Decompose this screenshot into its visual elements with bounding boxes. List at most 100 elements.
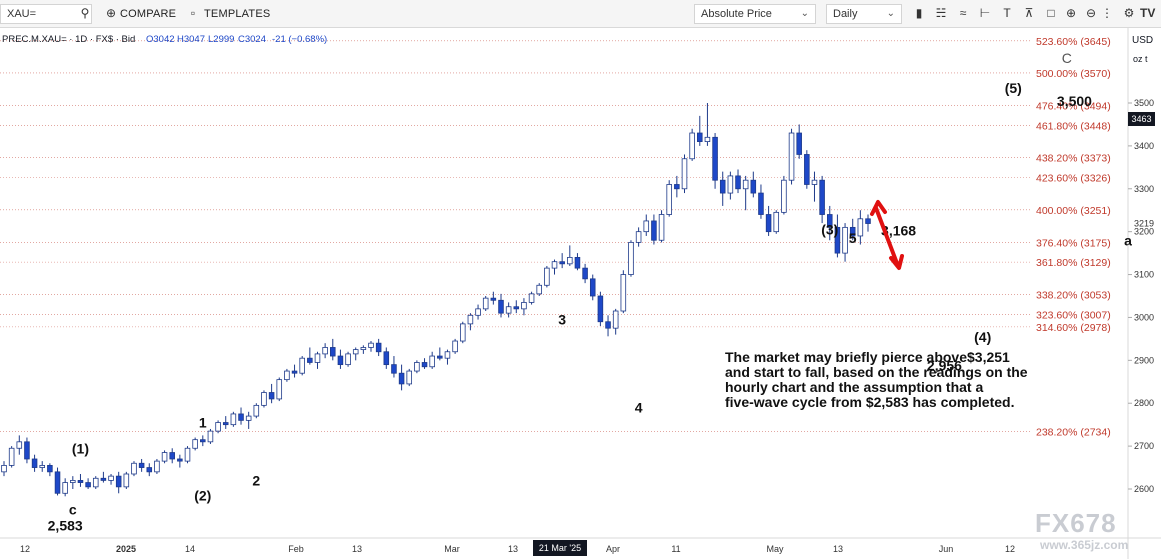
candle-body <box>200 439 206 443</box>
zoom-out-icon[interactable]: ⊖ <box>1085 6 1097 20</box>
note-line: hourly chart and the assumption that a <box>725 379 983 395</box>
wave-label: (4) <box>974 329 991 345</box>
candle-body <box>54 471 61 494</box>
fib-level-label: 523.60% (3645) <box>1036 36 1111 48</box>
fib-level-label: 376.40% (3175) <box>1036 237 1111 249</box>
candle-body <box>643 220 650 233</box>
candles-icon[interactable]: ▮ <box>915 6 923 20</box>
wave-label: C <box>1062 50 1072 66</box>
candle-body <box>719 179 726 194</box>
candle-body <box>330 347 336 357</box>
legend-change: -21 (−0.68%) <box>272 34 327 45</box>
candle-body <box>16 441 23 449</box>
candle-body <box>773 211 780 233</box>
candle-body <box>337 355 344 366</box>
candle-body <box>544 267 550 286</box>
templates-icon[interactable]: ▫ <box>190 6 196 20</box>
legend-low: L2999 <box>208 34 234 45</box>
x-tick-label: 12 <box>20 544 30 554</box>
candle-body <box>521 302 527 310</box>
chevron-down-icon: ⌄ <box>800 8 809 19</box>
wave-label: c <box>69 501 77 517</box>
candle-body <box>704 136 711 143</box>
more-icon[interactable]: ⋮ <box>1101 6 1113 20</box>
candle-body <box>559 261 565 265</box>
candle-body <box>92 477 99 488</box>
candle-body <box>24 441 30 460</box>
candle-body <box>307 357 313 363</box>
fib-level-label: 423.60% (3326) <box>1036 173 1111 185</box>
candle-body <box>834 226 841 254</box>
fib-level-label: 323.60% (3007) <box>1036 309 1111 321</box>
legend-open: O3042 <box>146 34 175 45</box>
gear-icon[interactable]: ⚙ <box>1123 6 1135 20</box>
candle-body <box>826 214 833 228</box>
candle-body <box>505 306 512 314</box>
chevron-down-icon: ⌄ <box>886 8 895 19</box>
x-tick-label: 12 <box>1005 544 1015 554</box>
candle-body <box>849 226 856 237</box>
x-tick-label: Apr <box>606 544 620 554</box>
forecast-arrow <box>870 200 904 270</box>
fib-level-label: 338.20% (3053) <box>1036 290 1111 302</box>
note-text: The market may briefly pierce above$3,25… <box>725 349 1028 410</box>
candle-body <box>765 214 772 233</box>
candle-body <box>727 175 734 194</box>
wave-label: (2) <box>194 488 211 504</box>
wave-label: 2,583 <box>48 517 83 533</box>
candle-body <box>154 460 160 473</box>
scale-mode-value: Absolute Price <box>701 8 772 20</box>
candle-body <box>589 278 596 297</box>
x-tick-label: 13 <box>833 544 843 554</box>
candle-body <box>177 458 183 462</box>
wave-label: 2,956 <box>927 357 962 373</box>
text-tool-icon[interactable]: T <box>1003 6 1011 20</box>
candle-body <box>742 179 749 190</box>
candle-body <box>628 241 634 275</box>
candle-body <box>215 422 221 432</box>
candle-body <box>551 261 558 269</box>
symbol-input[interactable]: XAU= <box>0 4 92 24</box>
bars-icon[interactable]: ☵ <box>935 6 947 20</box>
candle-body <box>131 462 137 475</box>
candle-body <box>635 231 642 243</box>
candle-body <box>498 299 504 314</box>
candle-body <box>666 184 672 215</box>
unit-select[interactable]: oz t <box>1133 54 1148 64</box>
candle-body <box>299 357 305 374</box>
templates-button[interactable]: TEMPLATES <box>204 8 271 20</box>
x-tick-label: May <box>766 544 784 554</box>
interval-select[interactable]: Daily ⌄ <box>826 4 902 24</box>
y-tick-label: 2600 <box>1134 484 1154 494</box>
candle-body <box>582 267 588 280</box>
candle-body <box>735 175 741 190</box>
crosshair-date-tag: 21 Mar '25 <box>533 540 587 556</box>
wave-label: 4 <box>635 400 643 416</box>
scale-mode-select[interactable]: Absolute Price ⌄ <box>694 4 816 24</box>
legend-high: H3047 <box>177 34 205 45</box>
price-chart[interactable]: 523.60% (3645) 500.00% (3570) 476.40% (349… <box>0 28 1161 559</box>
candle-body <box>574 256 581 269</box>
currency-select[interactable]: USD <box>1132 35 1153 46</box>
candle-body <box>62 482 68 494</box>
search-icon[interactable]: ⚲ <box>80 6 90 20</box>
candle-body <box>750 179 757 194</box>
shape-tool-icon[interactable]: □ <box>1047 6 1055 20</box>
crosshair-icon[interactable]: ⊢ <box>979 6 991 20</box>
candle-body <box>222 422 229 426</box>
compare-button[interactable]: COMPARE <box>120 8 177 20</box>
fib-tool-icon[interactable]: ⊼ <box>1024 6 1034 20</box>
wave-label: 3,500 <box>1057 93 1092 109</box>
candle-body <box>490 297 497 301</box>
indicator-icon[interactable]: ≈ <box>959 6 967 20</box>
candle-body <box>138 462 145 468</box>
compare-icon[interactable]: ⊕ <box>105 6 117 20</box>
candle-body <box>788 132 795 181</box>
candle-body <box>697 132 703 143</box>
candle-body <box>612 310 619 329</box>
x-tick-label: 13 <box>352 544 362 554</box>
candle-body <box>360 347 367 351</box>
zoom-in-icon[interactable]: ⊕ <box>1065 6 1077 20</box>
candle-body <box>192 439 198 449</box>
candle-body <box>475 308 481 316</box>
